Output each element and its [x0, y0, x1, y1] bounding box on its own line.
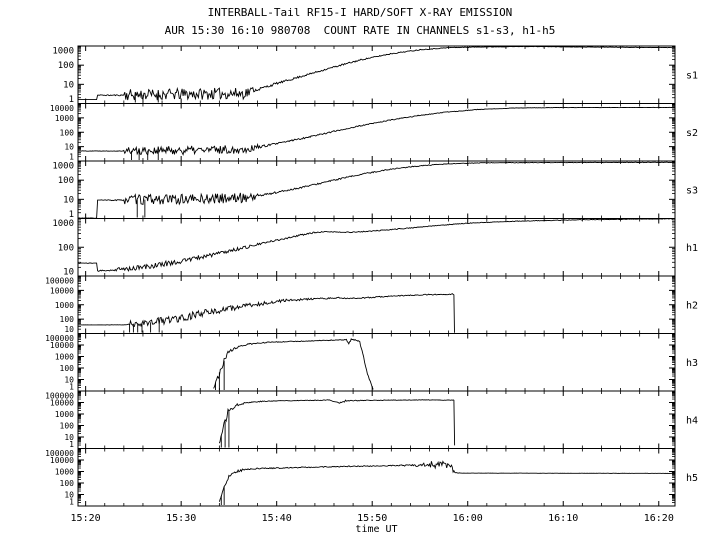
y-tick-label: 100000 — [45, 334, 74, 343]
x-tick-label: 16:10 — [548, 513, 578, 524]
series-s2 — [77, 106, 676, 156]
y-tick-label: 1 — [69, 153, 74, 162]
y-tick-label: 10 — [63, 195, 74, 205]
series-s1 — [78, 45, 676, 101]
y-tick-label: 1000 — [55, 468, 74, 477]
y-tick-label: 100 — [58, 61, 74, 71]
y-tick-label: 1000 — [55, 410, 74, 419]
y-tick-label: 10000 — [50, 104, 74, 113]
y-tick-label: 1 — [69, 95, 74, 105]
y-tick-label: 1000 — [52, 47, 74, 57]
series-h1 — [77, 218, 675, 272]
x-axis-label: time UT — [355, 524, 398, 535]
y-tick-label: 100 — [60, 128, 75, 137]
y-tick-labels: 1000 100 10 — [52, 219, 74, 278]
y-tick-label: 100 — [58, 243, 74, 253]
y-tick-label: 10 — [63, 268, 74, 278]
y-tick-label: 10000 — [50, 456, 74, 465]
y-tick-label: 1000 — [52, 162, 74, 172]
x-tick-label: 15:20 — [71, 513, 101, 524]
y-tick-label: 1 — [69, 210, 74, 220]
y-tick-label: 1000 — [55, 114, 74, 123]
x-tick-label: 15:30 — [166, 513, 196, 524]
y-tick-label: 10 — [64, 433, 74, 442]
x-tick-label: 15:40 — [262, 513, 292, 524]
y-tick-label: 10000 — [50, 399, 74, 408]
y-tick-label: 100 — [60, 315, 75, 324]
y-tick-label: 100 — [60, 479, 75, 488]
y-tick-label: 10 — [64, 491, 74, 500]
y-tick-label: 100 — [58, 176, 74, 186]
series-h3 — [213, 338, 374, 390]
y-tick-label: 10000 — [50, 286, 74, 295]
y-tick-label: 10 — [63, 80, 74, 90]
series-h5 — [218, 460, 676, 502]
y-tick-label: 1 — [69, 498, 74, 507]
channel-label-h1: h1 — [686, 243, 698, 254]
channel-label-h5: h5 — [686, 473, 698, 484]
y-tick-label: 100000 — [45, 392, 74, 401]
chart-subtitle: AUR 15:30 16:10 980708 COUNT RATE IN CHA… — [164, 24, 556, 37]
y-tick-label: 100000 — [45, 449, 74, 458]
x-tick-label: 16:20 — [644, 513, 674, 524]
y-tick-label: 100 — [60, 364, 75, 373]
y-tick-label: 10000 — [50, 341, 74, 350]
channel-label-s3: s3 — [686, 185, 698, 196]
panel-s1: 1000 100 10 1 s1 — [52, 45, 698, 106]
y-tick-label: 1 — [69, 383, 74, 392]
x-tick-label: 15:50 — [357, 513, 387, 524]
channel-label-h3: h3 — [686, 358, 698, 369]
y-tick-labels: 1000 100 10 1 — [52, 162, 74, 221]
y-tick-label: 1000 — [55, 301, 74, 310]
channel-label-s2: s2 — [686, 128, 698, 139]
chart-title: INTERBALL-Tail RF15-I HARD/SOFT X-RAY EM… — [207, 6, 513, 19]
series-s3 — [77, 161, 675, 219]
y-tick-label: 10 — [64, 376, 74, 385]
y-tick-label: 10 — [64, 325, 74, 334]
x-tick-label: 16:00 — [453, 513, 483, 524]
y-tick-label: 1000 — [55, 353, 74, 362]
panel-s3: 1000 100 10 1 s3 — [52, 160, 698, 221]
channel-label-h2: h2 — [686, 300, 698, 311]
x-tick-labels: 15:20 15:30 15:40 15:50 16:00 16:10 16:20 — [71, 513, 674, 524]
series-h2 — [77, 293, 455, 333]
panel-h1: 1000 100 10 h1 — [52, 218, 698, 278]
series-h4 — [218, 399, 456, 446]
y-tick-label: 1000 — [52, 219, 74, 229]
y-tick-label: 100 — [60, 422, 75, 431]
y-tick-labels: 1000 100 10 1 — [52, 47, 74, 106]
channel-label-h4: h4 — [686, 415, 698, 426]
channel-label-s1: s1 — [686, 70, 698, 81]
y-tick-label: 1 — [69, 440, 74, 449]
y-tick-label: 100000 — [45, 277, 74, 286]
y-tick-label: 10 — [64, 143, 74, 152]
